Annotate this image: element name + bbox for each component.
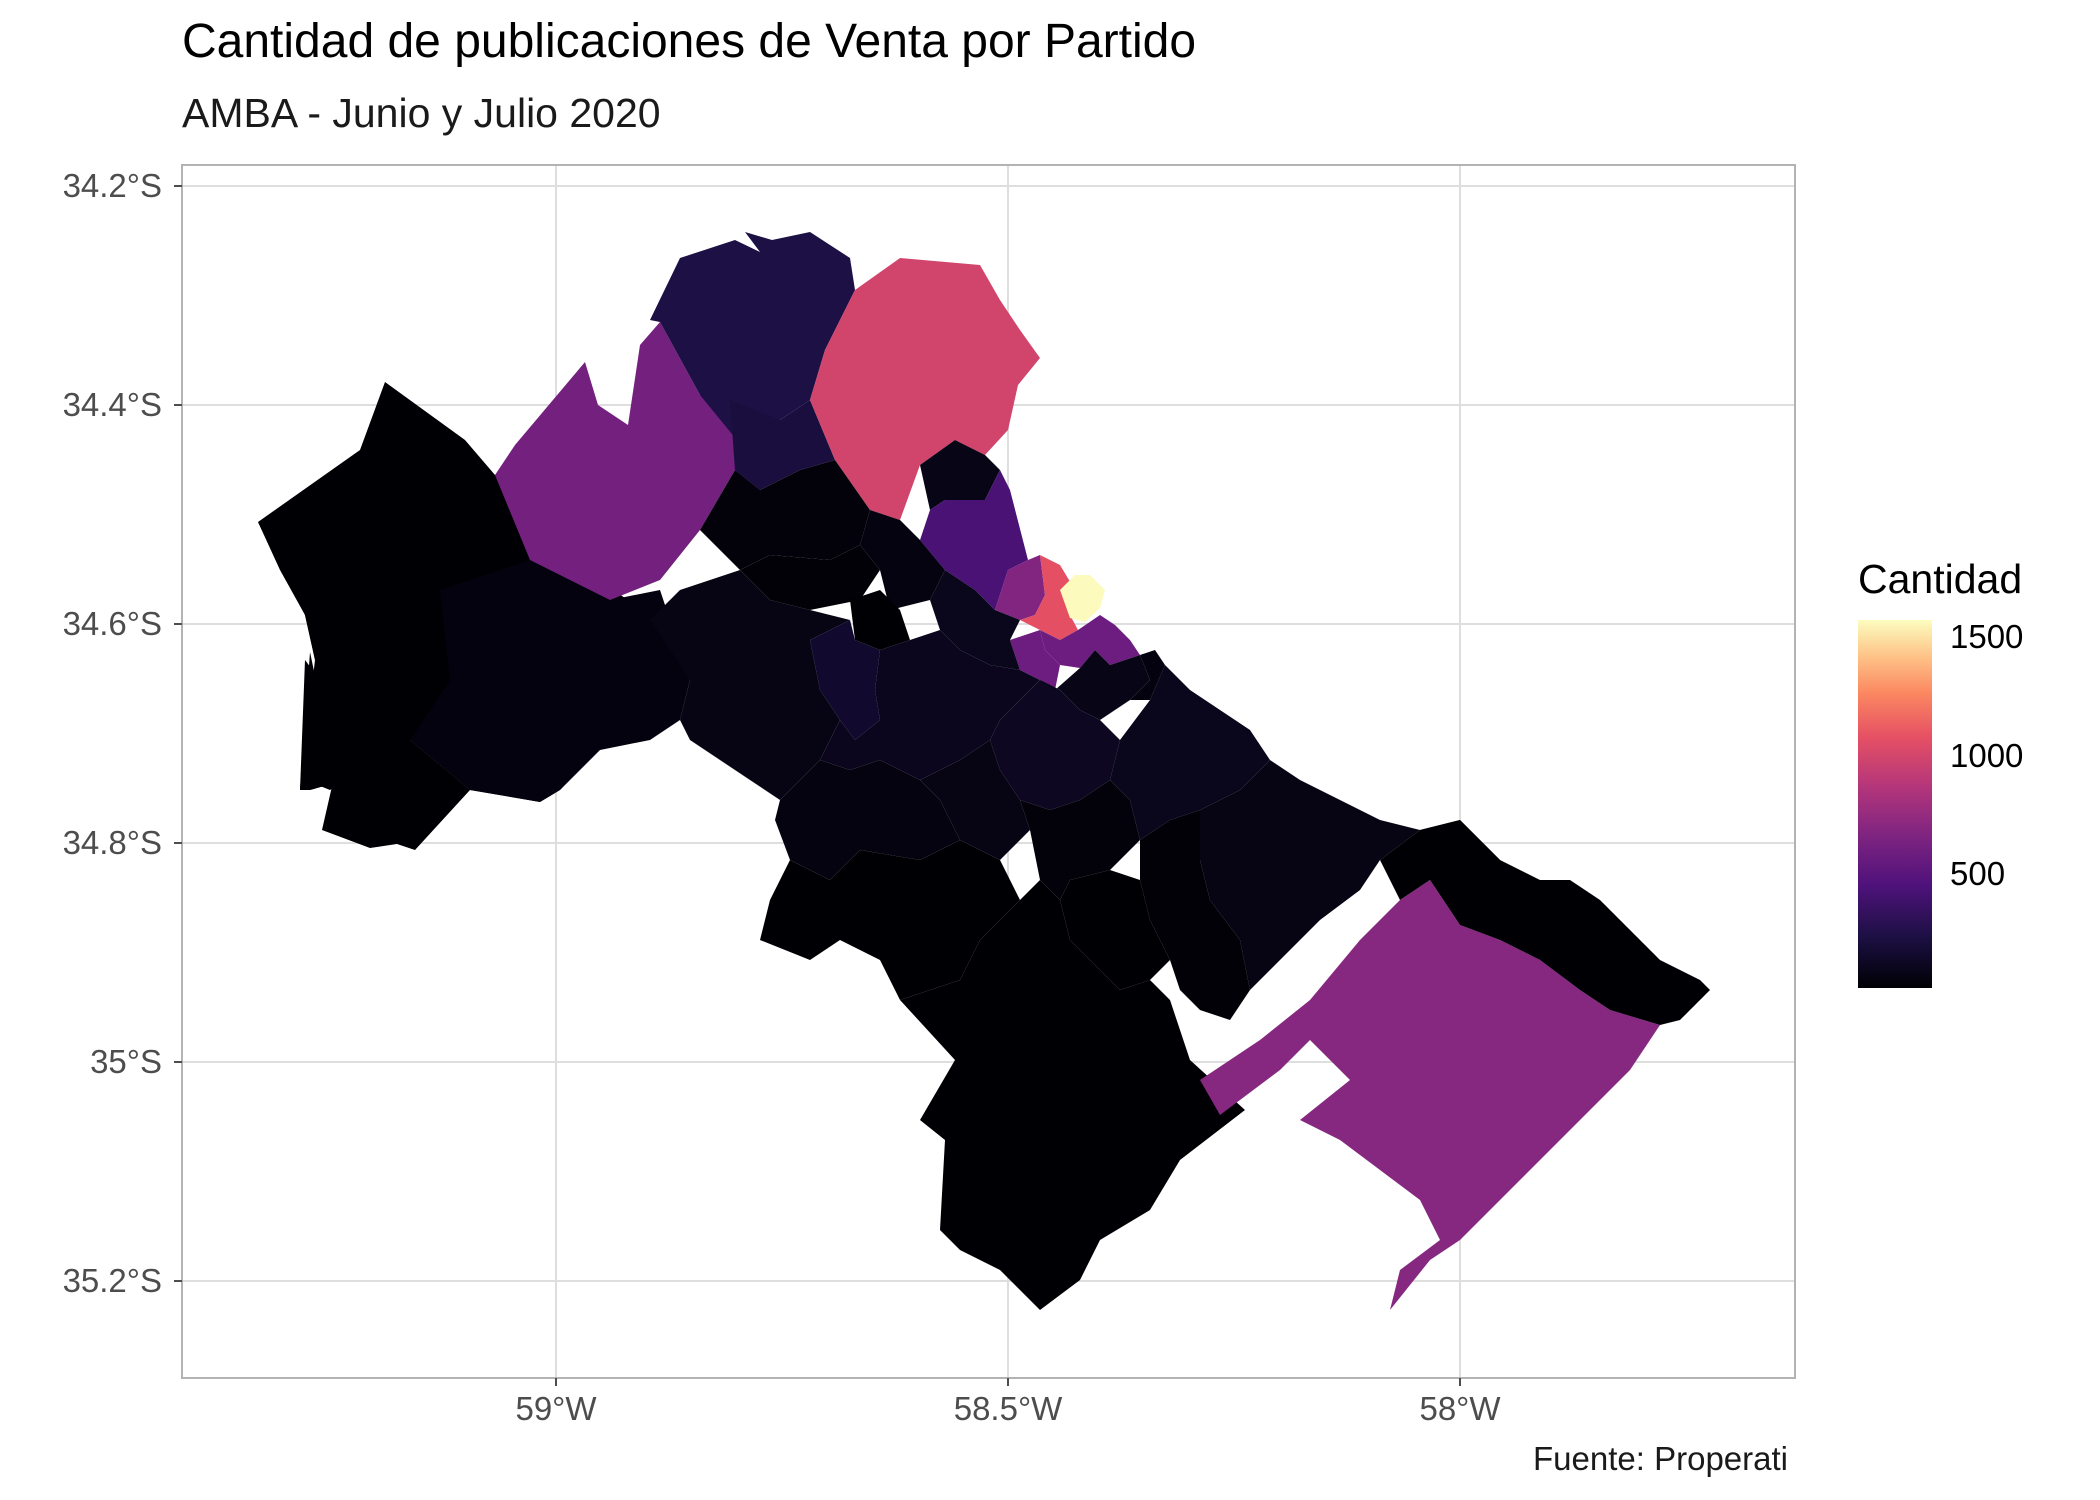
y-tick-label: 34.8°S — [62, 824, 162, 861]
region-san-vicente — [900, 880, 1245, 1310]
region-lomas — [990, 680, 1120, 810]
legend-label: 1500 — [1950, 618, 2024, 655]
region-la-matanza — [820, 630, 1040, 780]
region-general-rodriguez-sw — [300, 652, 410, 848]
region-malvinas — [700, 460, 870, 570]
legend-tick — [1932, 636, 1942, 638]
region-san-fernando — [920, 440, 1000, 510]
legend-colorbar — [1858, 620, 1932, 988]
region-caba-norte — [1020, 555, 1078, 640]
source-caption: Fuente: Properati — [1533, 1440, 1788, 1477]
region-tres-de-febrero — [930, 570, 1020, 670]
region-vicente-lopez — [995, 555, 1045, 620]
panel-border — [181, 164, 1796, 1379]
region-esteban-echeverria — [920, 740, 1030, 860]
region-la-plata — [1200, 880, 1660, 1310]
region-berazategui — [1200, 760, 1420, 990]
legend-label: 1000 — [1950, 737, 2024, 774]
region-presidente-peron — [1060, 870, 1170, 990]
region-san-miguel — [860, 510, 945, 610]
y-tick-label: 34.2°S — [62, 167, 162, 204]
chart-title: Cantidad de publicaciones de Venta por P… — [182, 15, 1197, 68]
region-caba-west — [1010, 630, 1060, 690]
region-berisso — [1420, 820, 1500, 880]
y-tick-label: 34.4°S — [62, 386, 162, 423]
region-jose-c-paz — [740, 545, 880, 610]
region-lanus — [1040, 650, 1150, 720]
region-ezeiza — [775, 760, 960, 880]
region-caba-sur — [1040, 615, 1140, 668]
region-moron — [810, 620, 880, 740]
legend-label: 500 — [1950, 855, 2006, 892]
region-hurlingham — [850, 590, 910, 650]
chart-subtitle: AMBA - Junio y Julio 2020 — [182, 90, 661, 136]
region-pilar — [495, 322, 760, 600]
region-escobar — [650, 232, 855, 450]
y-tick-label: 35.2°S — [62, 1262, 162, 1299]
legend-tick — [1932, 755, 1942, 757]
legend-title: Cantidad — [1858, 556, 2023, 602]
region-san-isidro — [920, 470, 1028, 610]
region-avellaneda — [1130, 650, 1165, 700]
region-canuelas — [760, 840, 1020, 1000]
region-general-rodriguez-west — [258, 522, 430, 850]
region-caba-centro — [1060, 575, 1105, 622]
y-tick-label: 34.6°S — [62, 605, 162, 642]
y-tick-label: 35°S — [90, 1043, 162, 1080]
legend-tick — [1932, 873, 1942, 875]
x-tick-label: 59°W — [515, 1390, 597, 1427]
x-tick-label: 58°W — [1419, 1390, 1501, 1427]
x-tick-label: 58.5°W — [953, 1390, 1063, 1427]
region-florencio-varela — [1140, 810, 1250, 1020]
region-quilmes — [1110, 665, 1270, 840]
region-tigre — [810, 258, 1040, 520]
region-merlo — [650, 570, 850, 800]
axis-ticks — [174, 185, 1461, 1386]
region-moreno-west — [410, 560, 690, 802]
